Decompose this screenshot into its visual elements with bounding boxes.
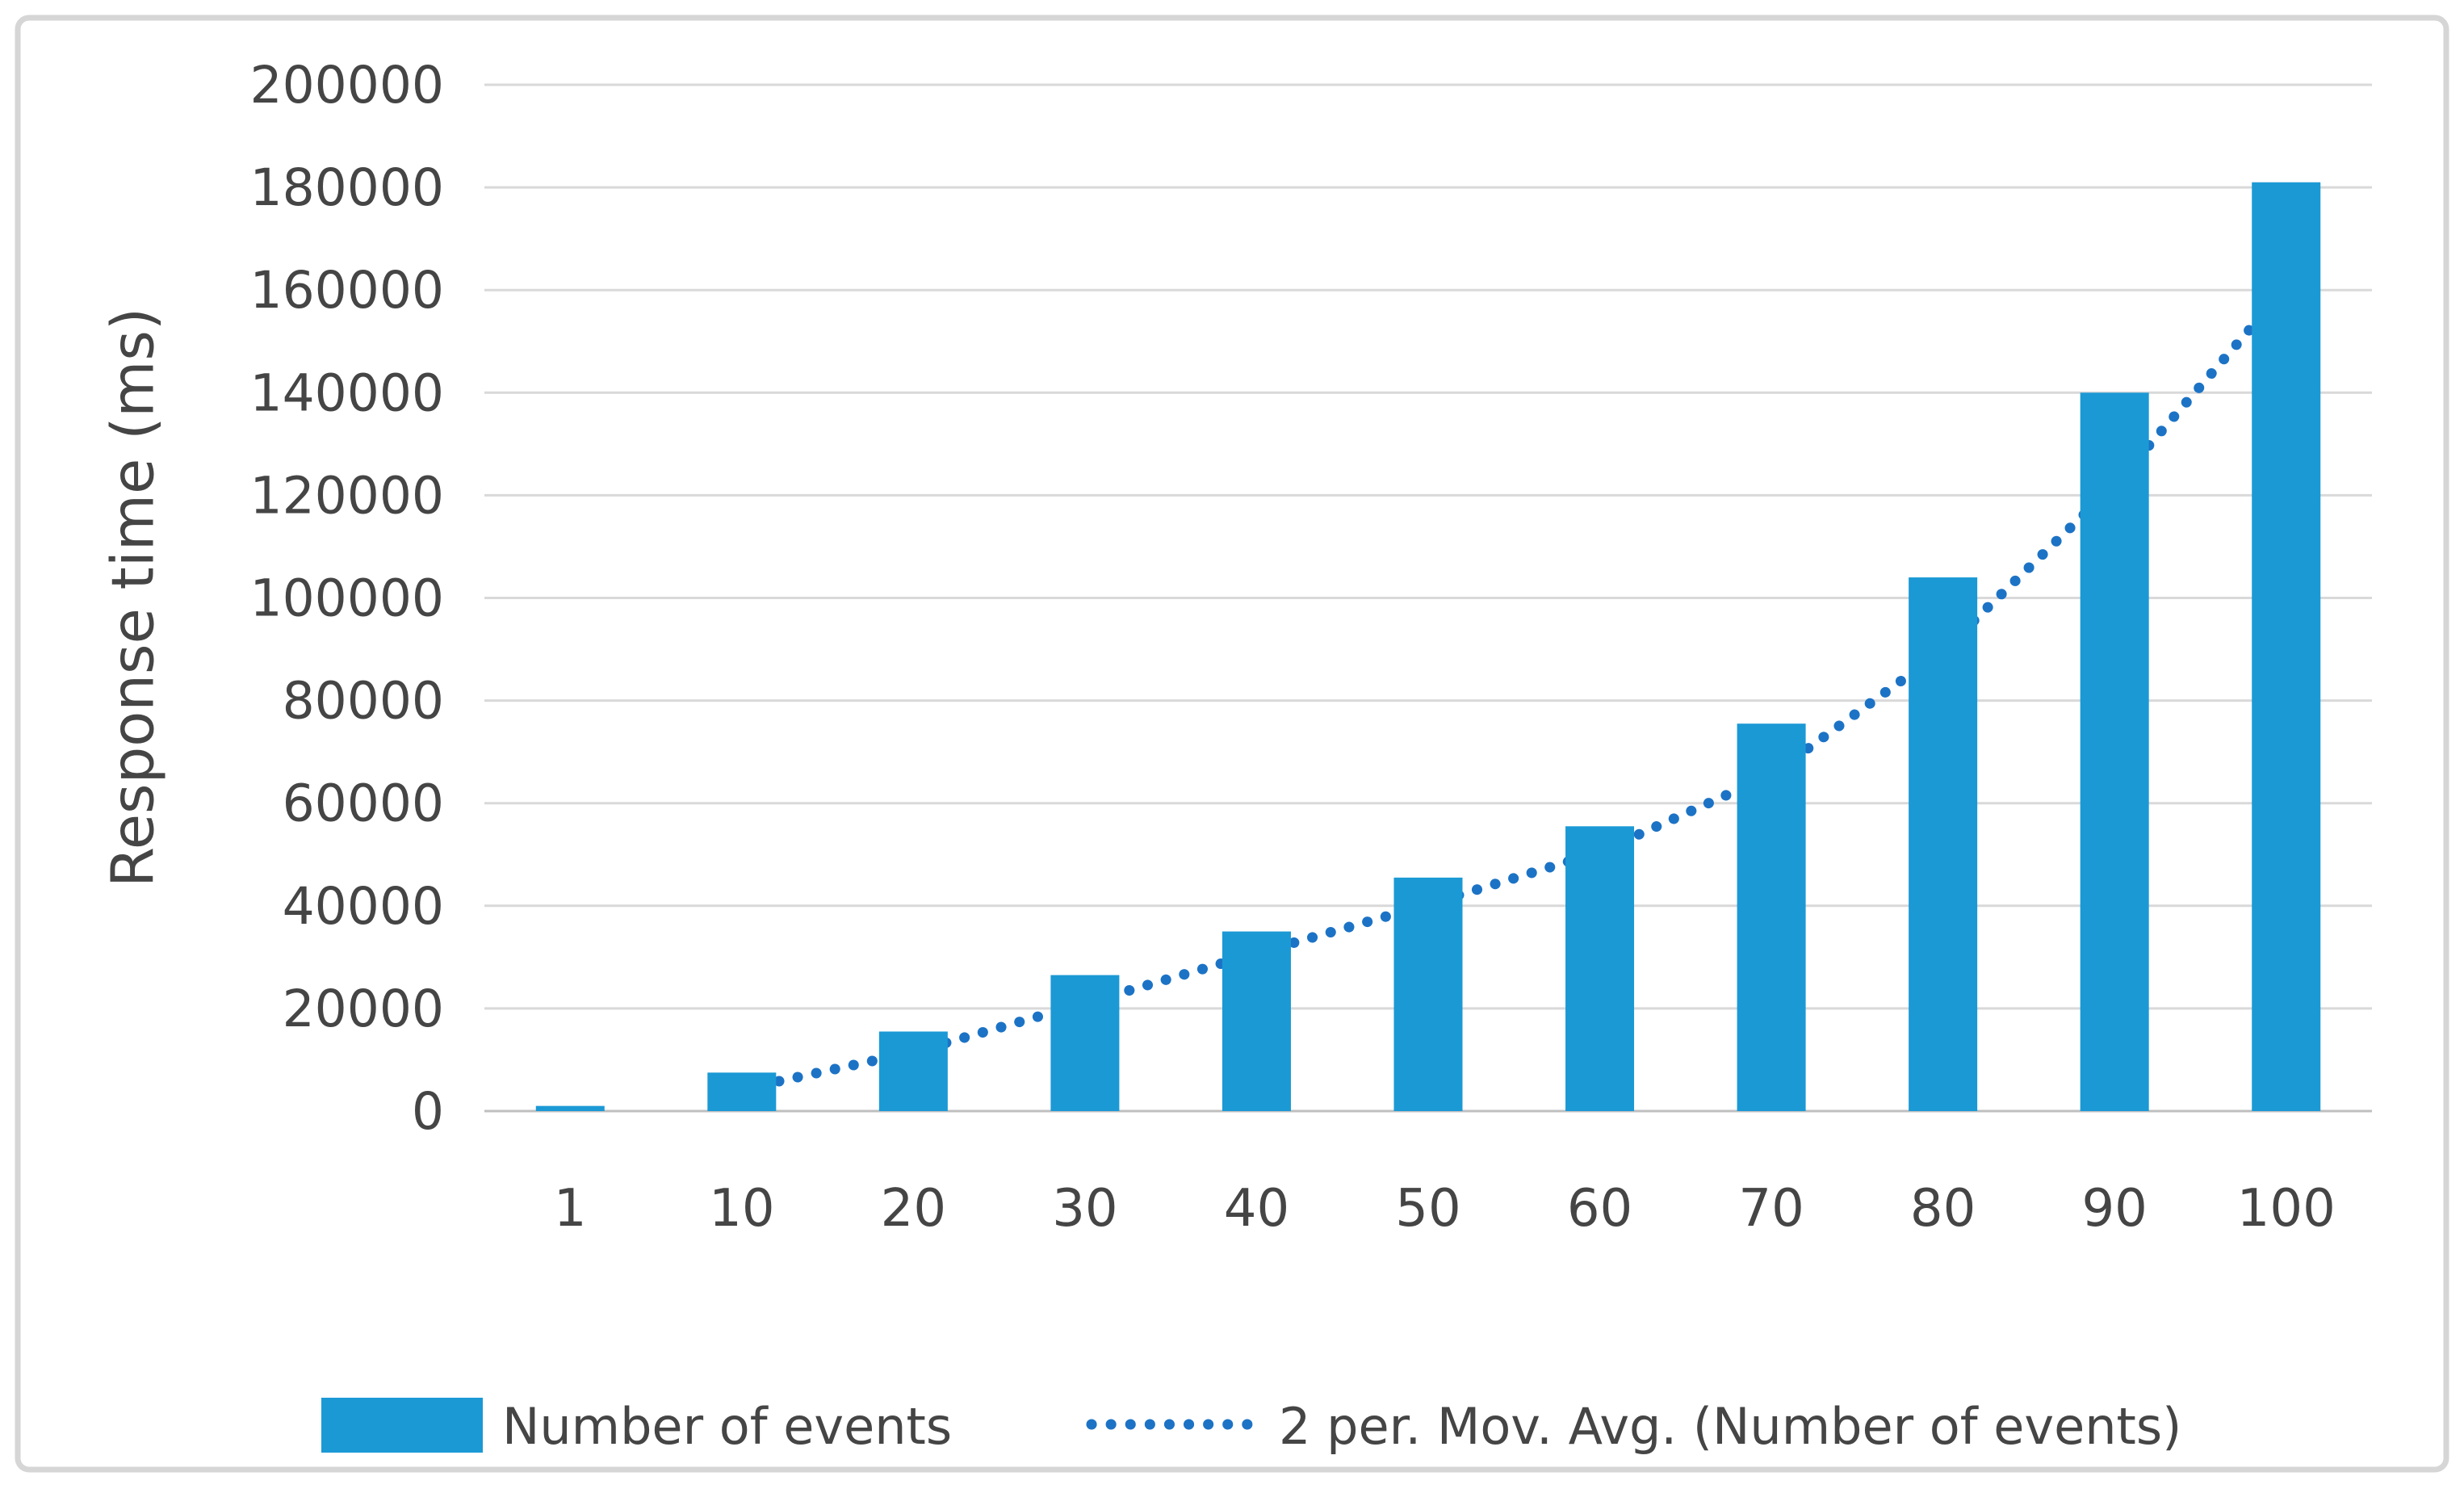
bar-series (535, 182, 2321, 1111)
chart-frame (15, 15, 2449, 1473)
x-tick-label: 80 (1910, 1179, 1976, 1239)
x-tick-label: 70 (1738, 1179, 1804, 1239)
x-tick-label: 100 (2237, 1179, 2336, 1239)
bar-90 (2080, 392, 2149, 1111)
legend-swatch-bars (321, 1398, 483, 1453)
x-tick-label: 40 (1224, 1179, 1289, 1239)
x-tick-label: 60 (1567, 1179, 1632, 1239)
moving-average-line (736, 282, 2292, 1095)
bar-80 (1909, 577, 1978, 1111)
x-tick-label: 20 (881, 1179, 946, 1239)
y-tick-label: 20000 (283, 979, 444, 1038)
x-tick-label: 50 (1395, 1179, 1460, 1239)
bar-10 (707, 1072, 777, 1111)
legend-label-trendline: 2 per. Mov. Avg. (Number of events) (1279, 1397, 2181, 1456)
y-tick-label: 60000 (283, 774, 444, 833)
bar-1 (535, 1105, 605, 1111)
legend-label-bars: Number of events (502, 1397, 952, 1456)
bar-50 (1393, 877, 1463, 1111)
y-tick-label: 140000 (250, 363, 445, 422)
y-tick-label: 120000 (250, 466, 445, 525)
y-tick-label: 80000 (283, 672, 444, 731)
y-tick-label: 0 (412, 1082, 444, 1141)
bar-30 (1050, 975, 1120, 1111)
bar-70 (1737, 723, 1806, 1111)
bar-20 (878, 1031, 948, 1111)
x-tick-label: 1 (554, 1179, 587, 1239)
x-tick-label: 30 (1052, 1179, 1117, 1239)
bar-100 (2252, 182, 2321, 1111)
legend: Number of events 2 per. Mov. Avg. (Numbe… (321, 1397, 2181, 1456)
moving-average-series (736, 282, 2292, 1095)
x-tick-label: 10 (709, 1179, 774, 1239)
y-tick-label: 160000 (250, 261, 445, 320)
bar-40 (1222, 931, 1291, 1111)
y-tick-label: 180000 (250, 158, 445, 217)
y-axis-title: Response time (ms) (99, 308, 167, 887)
y-tick-label: 100000 (250, 569, 445, 628)
y-tick-label: 200000 (250, 56, 445, 115)
bar-60 (1565, 826, 1635, 1111)
x-tick-label: 90 (2081, 1179, 2147, 1239)
y-axis-tick-labels: 0 20000 40000 60000 80000 100000 120000 140000 1… (250, 56, 445, 1141)
x-axis-tick-labels: 1 10 20 30 40 50 60 70 80 90 100 (554, 1179, 2336, 1239)
y-tick-label: 40000 (283, 877, 444, 936)
